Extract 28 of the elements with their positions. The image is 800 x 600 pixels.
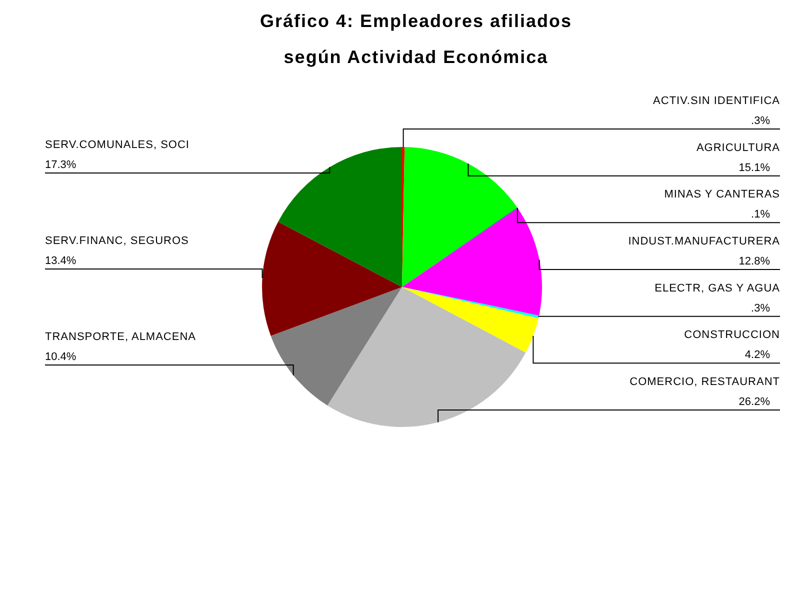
slice-label: SERV.COMUNALES, SOCI — [45, 139, 190, 151]
pie-slice — [402, 147, 518, 287]
data-label: 10.4% — [45, 351, 76, 363]
slice-label: CONSTRUCCION — [684, 329, 780, 342]
data-label: 13.4% — [45, 255, 76, 267]
pie-slice — [278, 147, 402, 287]
pie-slice — [262, 222, 402, 336]
slice-label: SERV.FINANC, SEGUROS — [45, 235, 189, 247]
slice-label: ACTIV.SIN IDENTIFICA — [653, 95, 780, 107]
data-label: 15.1% — [738, 162, 770, 174]
data-label: 17.3% — [45, 159, 76, 171]
slice-label: COMERCIO, RESTAURANT — [630, 376, 780, 388]
data-label: 26.2% — [738, 396, 770, 408]
pie-slice — [327, 287, 526, 427]
slice-label: ELECTR, GAS Y AGUA — [654, 282, 780, 294]
data-label: .3% — [751, 302, 770, 314]
data-label: .1% — [751, 208, 770, 221]
data-label: 12.8% — [738, 256, 770, 268]
slice-label: AGRICULTURA — [696, 142, 780, 154]
slice-label: INDUST.MANUFACTURERA — [628, 236, 780, 248]
data-label: 4.2% — [744, 349, 770, 362]
data-label: .3% — [751, 115, 770, 127]
pie-slice — [402, 208, 542, 316]
slice-label: MINAS Y CANTERAS — [664, 188, 780, 201]
chart-title: Gráfico 4: Empleadores afiliados según Actividad Económica — [260, 11, 572, 67]
slice-label: TRANSPORTE, ALMACENA — [45, 331, 196, 343]
pie-slice — [402, 287, 538, 353]
pie-slice — [270, 287, 402, 406]
